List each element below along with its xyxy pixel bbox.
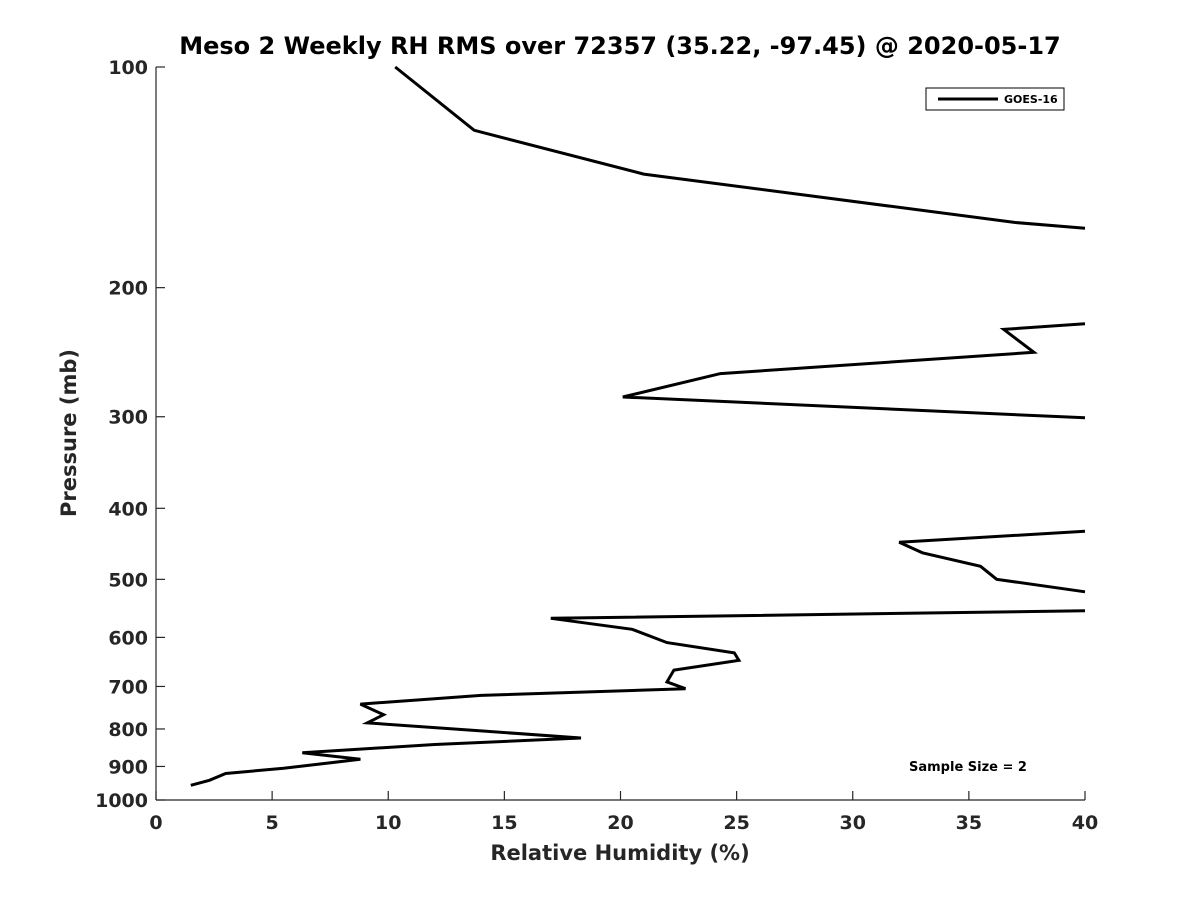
plot-area — [156, 67, 1085, 800]
x-tick-label-5: 5 — [266, 812, 279, 834]
series-line-goes-16-segment-3 — [622, 322, 1086, 420]
series-line-goes-16-segment-4 — [394, 65, 1086, 230]
sample-size-annotation: Sample Size = 2 — [909, 760, 1027, 775]
y-tick-label-1000: 1000 — [95, 790, 148, 812]
x-tick-label-35: 35 — [956, 812, 982, 834]
y-tick-label-800: 800 — [108, 719, 148, 741]
x-tick-label-20: 20 — [607, 812, 633, 834]
x-tick-label-30: 30 — [840, 812, 866, 834]
chart-title: Meso 2 Weekly RH RMS over 72357 (35.22, … — [179, 32, 1061, 60]
legend: GOES-16 — [925, 87, 1065, 111]
y-tick-label-100: 100 — [108, 57, 148, 79]
y-tick-label-600: 600 — [108, 627, 148, 649]
x-axis-label: Relative Humidity (%) — [490, 841, 749, 865]
y-tick-label-500: 500 — [108, 569, 148, 591]
series-layer — [190, 65, 1086, 787]
x-tick-label-25: 25 — [723, 812, 749, 834]
legend-label-goes-16: GOES-16 — [1004, 93, 1058, 106]
y-tick-label-900: 900 — [108, 756, 148, 778]
series-line-goes-16-segment-2 — [898, 529, 1086, 594]
x-tick-label-0: 0 — [149, 812, 162, 834]
y-axis-label: Pressure (mb) — [57, 349, 81, 517]
y-tick-label-300: 300 — [108, 407, 148, 429]
y-tick-label-700: 700 — [108, 676, 148, 698]
x-tick-label-40: 40 — [1072, 812, 1098, 834]
ticks-layer: 0 5 10 15 20 25 30 35 40 100 200 300 400 500 600 700 800… — [95, 57, 1098, 834]
y-tick-label-400: 400 — [108, 498, 148, 520]
series-line-goes-16-segment-1 — [190, 609, 1086, 787]
y-tick-label-200: 200 — [108, 278, 148, 300]
x-tick-label-15: 15 — [491, 812, 517, 834]
x-tick-label-10: 10 — [375, 812, 401, 834]
